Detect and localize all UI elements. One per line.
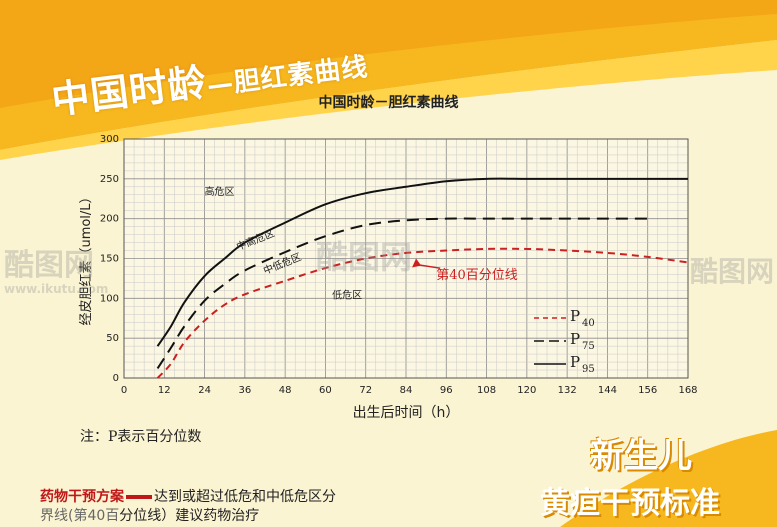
y-tick-label: 200	[100, 214, 119, 225]
x-tick-label: 108	[477, 385, 496, 396]
annotation-text: 第40百分位线	[436, 268, 518, 283]
bottom-text-rest2: 分位线）建议药物治疗	[119, 508, 260, 524]
zone-label: 低危区	[332, 288, 362, 301]
badge-line2: 黄疸干预标准	[540, 486, 720, 521]
bottom-text-prefix1: 药物干预方案	[40, 489, 124, 505]
x-tick-label: 12	[158, 385, 171, 396]
x-tick-label: 132	[558, 385, 577, 396]
chart-title: 中国时龄－胆红素曲线	[318, 95, 459, 111]
x-tick-label: 24	[198, 385, 211, 396]
x-tick-label: 48	[279, 385, 292, 396]
x-tick-label: 60	[319, 385, 332, 396]
x-tick-label: 168	[678, 385, 697, 396]
legend-label: P	[570, 353, 580, 371]
plot-frame	[123, 138, 689, 379]
watermark-left-url: www.ikutu.com	[4, 282, 109, 296]
x-tick-label: 84	[400, 385, 413, 396]
y-tick-label: 100	[100, 293, 119, 304]
y-tick-label: 50	[106, 333, 119, 344]
legend-label: P	[570, 307, 580, 325]
x-tick-label: 72	[359, 385, 372, 396]
series-line-p75	[156, 217, 648, 369]
legend-label-sub: 95	[582, 364, 595, 375]
watermark-right: 酷图网	[690, 255, 775, 288]
zone-label: 高危区	[205, 185, 235, 198]
annotation: 第40百分位线	[412, 258, 518, 283]
bottom-text-prefix2: 界线(第40百	[40, 508, 120, 524]
y-tick-label: 150	[100, 254, 119, 265]
footnote: 注：P表示百分位数	[80, 429, 202, 445]
x-tick-label: 36	[238, 385, 251, 396]
y-axis-label: 经皮胆红素（umol/L）	[78, 190, 94, 325]
x-axis-label: 出生后时间（h）	[353, 405, 460, 421]
annotation-arrowhead	[412, 258, 422, 268]
legend-label: P	[570, 330, 580, 348]
badge-line1: 新生儿	[590, 436, 692, 476]
x-tick-label: 156	[638, 385, 657, 396]
bottom-text-line2: 界线(第40百分位线）建议药物治疗	[40, 505, 259, 525]
y-tick-label: 300	[100, 134, 119, 145]
series-group	[156, 177, 689, 379]
x-tick-label: 120	[517, 385, 536, 396]
legend-label-sub: 75	[582, 341, 595, 352]
bottom-text-rest1: 达到或超过低危和中低危区分	[154, 489, 336, 505]
series-line-p95	[156, 177, 688, 347]
y-tick-label: 0	[113, 373, 119, 384]
x-tick-label: 96	[440, 385, 453, 396]
y-tick-label: 250	[100, 174, 119, 185]
red-bar	[126, 495, 152, 499]
legend-label-sub: 40	[582, 318, 595, 329]
series-line-p40	[156, 247, 689, 379]
watermark-center: 酷图网	[316, 238, 413, 276]
axes: 0 12 24 36 48 60 72 84 96 108 120 132 144 156 168 0 50 10…	[100, 134, 698, 396]
legend: P 40P 75P 95	[534, 307, 595, 375]
bottom-text-line1: 药物干预方案 达到或超过低危和中低危区分	[40, 486, 336, 506]
x-tick-label: 144	[598, 385, 617, 396]
watermark-left: 酷图网	[4, 248, 94, 283]
x-tick-label: 0	[121, 385, 127, 396]
